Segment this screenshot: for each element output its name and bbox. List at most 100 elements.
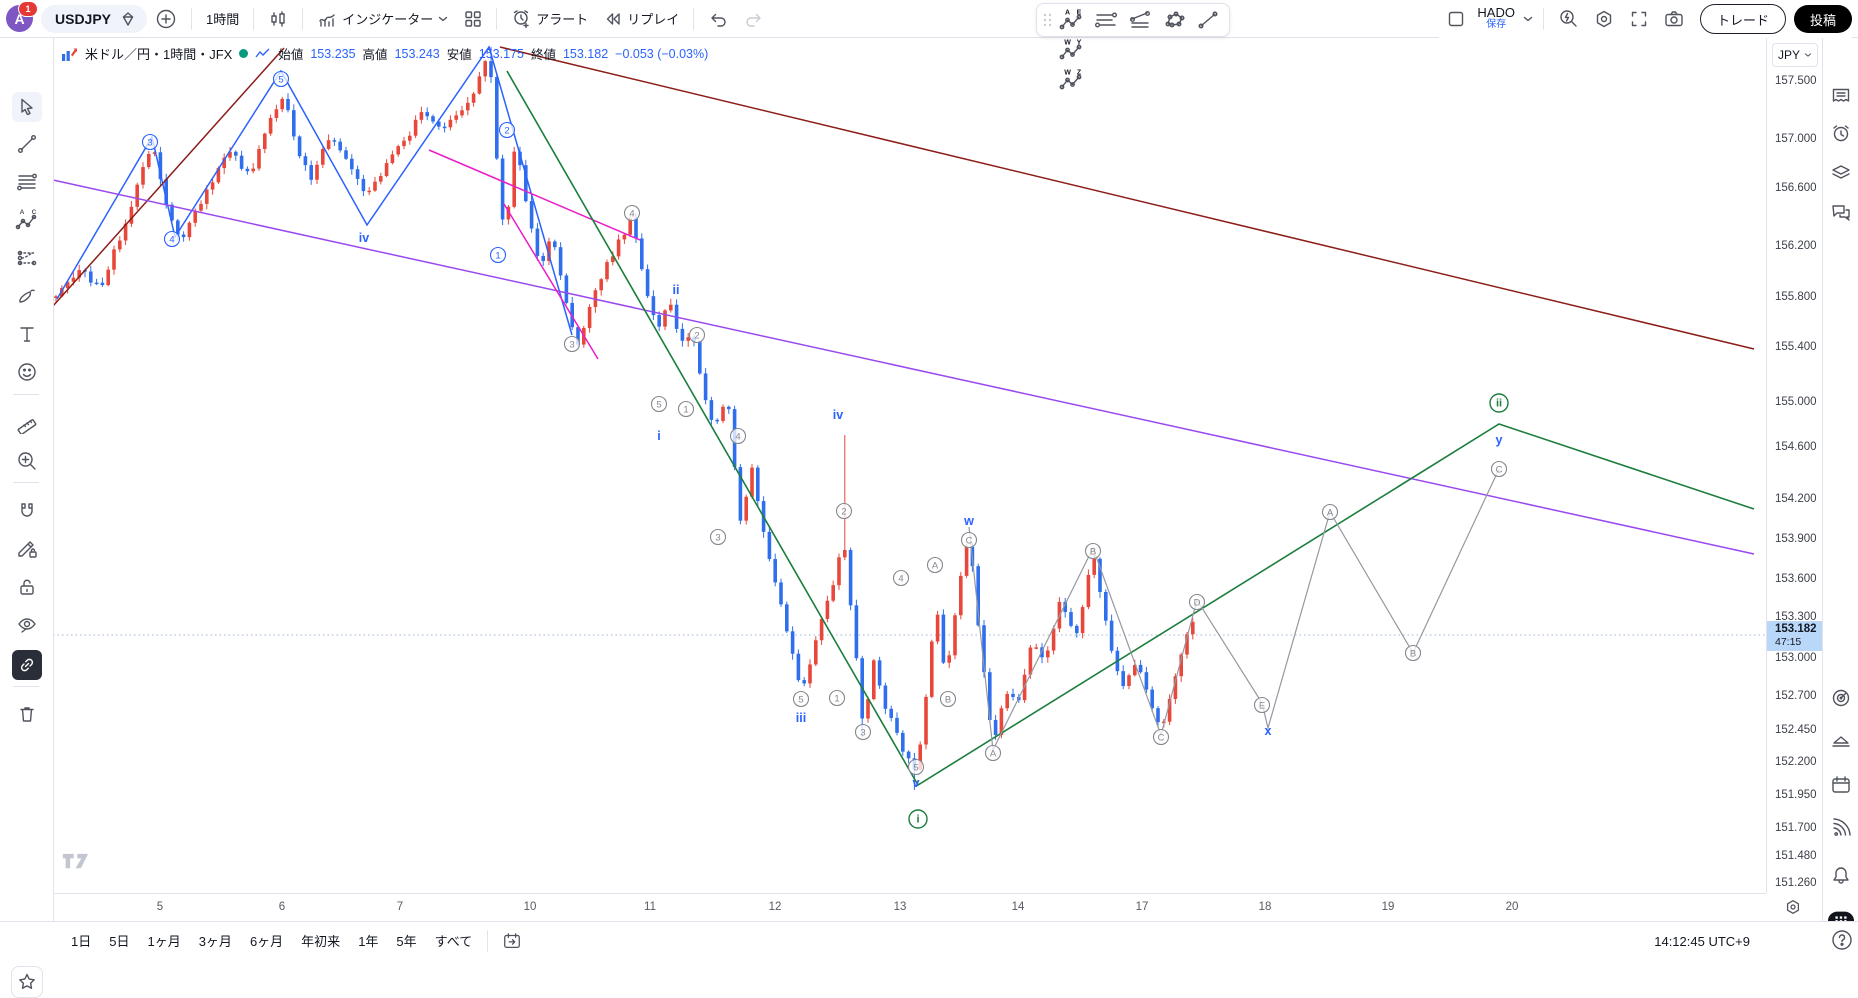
wave-label-2[interactable]: 2	[688, 326, 706, 344]
range-button-すべて[interactable]: すべて	[434, 934, 473, 949]
wave-label-1[interactable]: 1	[828, 689, 846, 707]
wave-label-i[interactable]: i	[657, 429, 660, 443]
market-overview-button[interactable]	[1827, 727, 1855, 755]
price-axis[interactable]: JPY 157.500 157.000 156.600 156.200 155.800 1…	[1766, 38, 1823, 893]
remove-drawings-tool[interactable]	[12, 699, 42, 729]
favorites-star-button[interactable]	[11, 966, 43, 998]
trendline-tool[interactable]	[12, 129, 42, 159]
red-descending-trendline[interactable]	[499, 46, 1755, 350]
clock[interactable]: 14:12:45 UTC+9	[1654, 933, 1750, 949]
replay-button[interactable]: リプレイ	[596, 4, 687, 34]
wave-label-5[interactable]: 5	[650, 395, 668, 413]
wave-label-B[interactable]: B	[939, 690, 957, 708]
wave-label-3[interactable]: 3	[854, 723, 872, 741]
currency-toggle-button[interactable]: JPY	[1772, 43, 1818, 67]
layout-name-button[interactable]: HADO 保存	[1473, 6, 1519, 31]
fullscreen-button[interactable]	[1622, 4, 1656, 34]
cursor-tool[interactable]	[12, 92, 42, 122]
wave-label-ii[interactable]: ii	[1489, 393, 1509, 413]
wave-label-4[interactable]: 4	[892, 569, 910, 587]
wave-label-C[interactable]: C	[1152, 728, 1170, 746]
wave-label-C[interactable]: C	[960, 531, 978, 549]
indicators-button[interactable]: インジケーター	[309, 4, 456, 34]
measure-tool[interactable]	[12, 408, 42, 438]
angled-lines-tool[interactable]	[1123, 5, 1157, 35]
snapshot-button[interactable]	[1656, 4, 1692, 34]
symbol-search-button[interactable]: USDJPY	[41, 4, 148, 33]
wave-label-iii[interactable]: iii	[796, 711, 806, 725]
range-button-1年[interactable]: 1年	[358, 934, 379, 949]
wave-label-E[interactable]: E	[1253, 696, 1271, 714]
layout-menu-button[interactable]	[1519, 4, 1537, 34]
lock-drawings-tool[interactable]	[12, 572, 42, 602]
purple-descending-trendline[interactable]	[52, 179, 1755, 555]
wave-label-A[interactable]: A	[984, 744, 1002, 762]
alerts-panel-button[interactable]	[1827, 120, 1855, 148]
red-ascending-trendline[interactable]	[52, 47, 285, 307]
market-status-dot[interactable]	[239, 49, 249, 58]
axis-settings-button[interactable]	[1780, 896, 1806, 918]
polygon-tool[interactable]	[1157, 5, 1191, 35]
fib-retracement-tool[interactable]	[12, 167, 42, 197]
wave-label-1[interactable]: 1	[677, 400, 695, 418]
pink-channel-upper[interactable]	[428, 149, 641, 241]
text-tool[interactable]	[12, 319, 42, 349]
user-avatar[interactable]: A 1	[6, 1, 38, 32]
help-button[interactable]	[1830, 928, 1854, 952]
wave-label-4[interactable]: 4	[163, 230, 181, 248]
wave-label-y[interactable]: y	[1496, 433, 1503, 447]
range-button-年初来[interactable]: 年初来	[301, 934, 341, 949]
news-button[interactable]	[1827, 814, 1855, 842]
wave-label-B[interactable]: B	[1404, 644, 1422, 662]
range-button-5年[interactable]: 5年	[396, 934, 417, 949]
gray-corrective-zigzag[interactable]	[968, 468, 1500, 753]
wave-label-A[interactable]: A	[926, 556, 944, 574]
calendar-button[interactable]	[1827, 771, 1855, 799]
range-button-6ヶ月[interactable]: 6ヶ月	[249, 934, 284, 949]
trendline-tool[interactable]	[1191, 5, 1225, 35]
wave-label-C[interactable]: C	[1490, 460, 1508, 478]
trade-button[interactable]: トレード	[1699, 4, 1786, 34]
publish-button[interactable]: 投稿	[1793, 5, 1852, 33]
wave-label-3[interactable]: 3	[563, 335, 581, 353]
wave-label-2[interactable]: 2	[835, 502, 853, 520]
notifications-button[interactable]	[1827, 861, 1855, 889]
settings-button[interactable]	[1586, 4, 1622, 34]
green-projection-path[interactable]	[506, 70, 1755, 787]
chart-style-button[interactable]	[260, 4, 296, 34]
range-button-3ヶ月[interactable]: 3ヶ月	[198, 934, 232, 949]
blue-impulse-zigzag[interactable]	[56, 45, 573, 336]
hide-drawings-tool[interactable]	[12, 610, 42, 640]
quick-search-button[interactable]	[1550, 4, 1586, 34]
wave-label-ii[interactable]: ii	[673, 283, 680, 297]
wave-label-5[interactable]: 5	[272, 70, 290, 88]
brush-tool[interactable]	[12, 281, 42, 311]
wave-label-v[interactable]: v	[913, 776, 920, 790]
tradingview-logo[interactable]	[62, 853, 92, 876]
wave-label-i[interactable]: i	[908, 809, 928, 829]
chat-button[interactable]	[1827, 198, 1855, 226]
horizontal-lines-tool[interactable]	[1089, 5, 1123, 35]
drawing-mode-tool[interactable]	[12, 534, 42, 564]
compare-add-button[interactable]	[147, 4, 185, 34]
layout-grid-button[interactable]	[456, 4, 490, 34]
save-layout-button[interactable]	[1439, 4, 1473, 34]
interval-button[interactable]: 1時間	[206, 12, 240, 27]
wave-label-4[interactable]: 4	[729, 427, 747, 445]
wave-label-3[interactable]: 3	[141, 133, 159, 151]
palette-drag-handle[interactable]	[1041, 10, 1055, 30]
wave-label-x[interactable]: x	[1265, 724, 1272, 738]
sync-drawings-tool[interactable]	[12, 650, 42, 680]
time-axis[interactable]: 5 6 7 10 11 12 13 14 17 18 19 20	[53, 893, 1766, 922]
emoji-tool[interactable]	[12, 357, 42, 387]
wave-label-3[interactable]: 3	[709, 528, 727, 546]
undo-button[interactable]	[700, 4, 736, 34]
wave-label-B[interactable]: B	[1084, 542, 1102, 560]
range-button-5日[interactable]: 5日	[109, 934, 130, 949]
range-button-1日[interactable]: 1日	[71, 934, 92, 949]
redo-button[interactable]	[736, 4, 772, 34]
